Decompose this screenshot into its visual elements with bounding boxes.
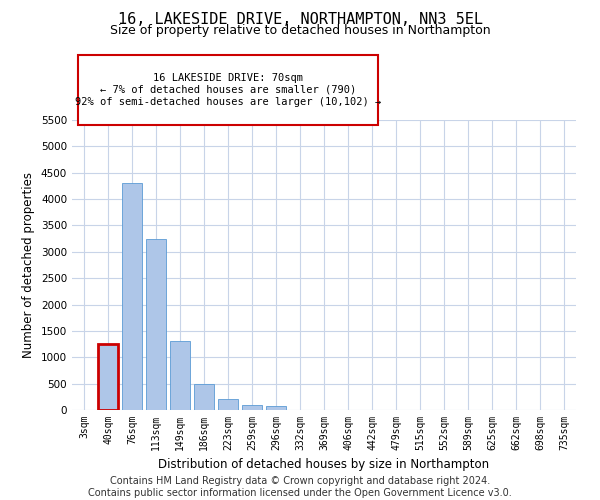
Bar xyxy=(98,344,118,410)
Y-axis label: Number of detached properties: Number of detached properties xyxy=(22,172,35,358)
Bar xyxy=(170,342,190,410)
Text: Contains HM Land Registry data © Crown copyright and database right 2024.
Contai: Contains HM Land Registry data © Crown c… xyxy=(88,476,512,498)
Bar xyxy=(122,184,142,410)
Text: Size of property relative to detached houses in Northampton: Size of property relative to detached ho… xyxy=(110,24,490,37)
Text: 16 LAKESIDE DRIVE: 70sqm
← 7% of detached houses are smaller (790)
92% of semi-d: 16 LAKESIDE DRIVE: 70sqm ← 7% of detache… xyxy=(75,74,381,106)
Bar xyxy=(146,238,166,410)
Bar xyxy=(266,406,286,410)
X-axis label: Distribution of detached houses by size in Northampton: Distribution of detached houses by size … xyxy=(158,458,490,471)
Bar xyxy=(218,400,238,410)
Bar xyxy=(242,404,262,410)
Text: 16, LAKESIDE DRIVE, NORTHAMPTON, NN3 5EL: 16, LAKESIDE DRIVE, NORTHAMPTON, NN3 5EL xyxy=(118,12,482,28)
Bar xyxy=(194,384,214,410)
